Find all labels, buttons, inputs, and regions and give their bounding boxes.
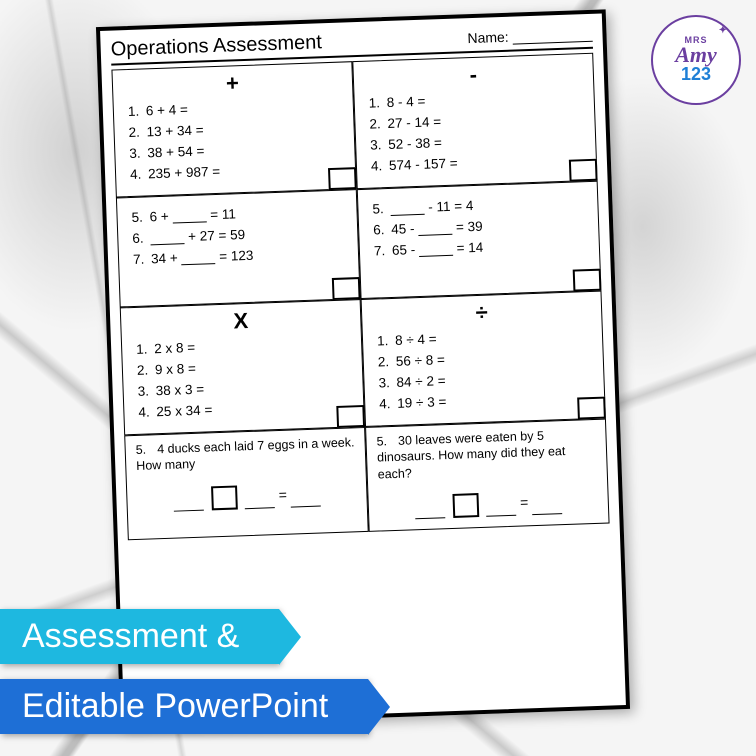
problem-item: 6. + 27 = 59 bbox=[128, 223, 347, 246]
problem-item: 1.8 - 4 = bbox=[365, 88, 584, 111]
blank-line bbox=[487, 514, 517, 516]
problem-item: 6.45 - = 39 bbox=[369, 215, 588, 238]
problem-item: 7.34 + = 123 bbox=[129, 244, 348, 267]
score-box bbox=[577, 397, 606, 420]
blank-line bbox=[173, 221, 207, 223]
problem-item: 2.27 - 14 = bbox=[365, 109, 584, 132]
blank-line bbox=[415, 517, 445, 519]
blank-line bbox=[182, 263, 216, 265]
problem-item: 1.6 + 4 = bbox=[124, 97, 343, 120]
score-box bbox=[332, 277, 361, 300]
problem-item: 4.574 - 157 = bbox=[367, 151, 586, 174]
division-problems: 1.8 ÷ 4 = 2.56 ÷ 8 = 3.84 ÷ 2 = 4.19 ÷ 3… bbox=[373, 326, 595, 412]
problem-item: 7.65 - = 14 bbox=[370, 236, 589, 259]
divide-icon: ÷ bbox=[372, 298, 592, 328]
word-problem-row: 5. 4 ducks each laid 7 eggs in a week. H… bbox=[124, 419, 609, 541]
problem-item: 2.9 x 8 = bbox=[133, 355, 352, 378]
score-box bbox=[573, 269, 602, 292]
addition-problems: 1.6 + 4 = 2.13 + 34 = 3.38 + 54 = 4.235 … bbox=[124, 97, 346, 183]
score-box bbox=[328, 167, 357, 190]
subtraction-blank-cell: 5. - 11 = 4 6.45 - = 39 7.65 - = 14 bbox=[357, 181, 602, 299]
answer-box bbox=[211, 485, 238, 510]
answer-box bbox=[452, 493, 479, 518]
word-problem-text: 4 ducks each laid 7 eggs in a week. How … bbox=[136, 435, 355, 473]
problem-grid: + 1.6 + 4 = 2.13 + 34 = 3.38 + 54 = 4.23… bbox=[111, 53, 605, 436]
problem-item: 4.25 x 34 = bbox=[134, 397, 353, 420]
problem-item: 3.84 ÷ 2 = bbox=[374, 368, 593, 391]
blank-line bbox=[173, 509, 203, 511]
answer-line: = bbox=[378, 489, 598, 521]
blank-line bbox=[245, 507, 275, 509]
blank-line bbox=[391, 214, 425, 216]
blank-line bbox=[419, 255, 453, 257]
addition-blank-problems: 5.6 + = 11 6. + 27 = 59 7.34 + = 123 bbox=[127, 202, 348, 267]
minus-icon: - bbox=[364, 60, 584, 90]
addition-cell: + 1.6 + 4 = 2.13 + 34 = 3.38 + 54 = 4.23… bbox=[111, 61, 356, 197]
problem-item: 4.235 + 987 = bbox=[126, 160, 345, 183]
banner-assessment: Assessment & bbox=[0, 609, 279, 664]
name-line bbox=[513, 41, 593, 45]
brand-logo: ✦ MRS Amy 123 bbox=[651, 15, 741, 105]
addition-blank-cell: 5.6 + = 11 6. + 27 = 59 7.34 + = 123 bbox=[116, 189, 361, 307]
problem-item: 3.38 + 54 = bbox=[125, 139, 344, 162]
problem-item: 2.56 ÷ 8 = bbox=[374, 347, 593, 370]
subtraction-problems: 1.8 - 4 = 2.27 - 14 = 3.52 - 38 = 4.574 … bbox=[365, 88, 587, 174]
name-label: Name: bbox=[467, 29, 509, 46]
problem-item: 1.2 x 8 = bbox=[132, 334, 351, 357]
problem-item: 1.8 ÷ 4 = bbox=[373, 326, 592, 349]
division-cell: ÷ 1.8 ÷ 4 = 2.56 ÷ 8 = 3.84 ÷ 2 = 4.19 ÷… bbox=[361, 291, 606, 427]
blank-line bbox=[418, 234, 452, 236]
problem-item: 3.52 - 38 = bbox=[366, 130, 585, 153]
problem-item: 5.6 + = 11 bbox=[127, 202, 346, 225]
subtraction-cell: - 1.8 - 4 = 2.27 - 14 = 3.52 - 38 = 4.57… bbox=[352, 53, 597, 189]
name-field: Name: bbox=[467, 26, 593, 46]
word-problem-text: 30 leaves were eaten by 5 dinosaurs. How… bbox=[377, 429, 566, 481]
worksheet-title: Operations Assessment bbox=[110, 31, 322, 61]
score-box bbox=[336, 405, 365, 428]
problem-item: 4.19 ÷ 3 = bbox=[375, 389, 594, 412]
blank-line bbox=[533, 513, 563, 515]
multiplication-cell: X 1.2 x 8 = 2.9 x 8 = 3.38 x 3 = 4.25 x … bbox=[120, 299, 365, 435]
banner-editable: Editable PowerPoint bbox=[0, 679, 368, 734]
word-problem-mul: 5. 4 ducks each laid 7 eggs in a week. H… bbox=[124, 427, 369, 540]
problem-number: 5. bbox=[376, 433, 395, 450]
problem-number: 5. bbox=[135, 441, 154, 458]
blank-line bbox=[291, 505, 321, 507]
plus-icon: + bbox=[123, 69, 343, 99]
problem-item: 2.13 + 34 = bbox=[124, 118, 343, 141]
blank-line bbox=[151, 243, 185, 245]
logo-num: 123 bbox=[681, 64, 711, 85]
star-icon: ✦ bbox=[719, 25, 727, 36]
score-box bbox=[569, 159, 598, 182]
logo-amy: Amy bbox=[675, 45, 717, 65]
subtraction-blank-problems: 5. - 11 = 4 6.45 - = 39 7.65 - = 14 bbox=[368, 194, 589, 259]
word-problem-div: 5. 30 leaves were eaten by 5 dinosaurs. … bbox=[365, 419, 610, 532]
problem-item: 5. - 11 = 4 bbox=[368, 194, 587, 217]
times-icon: X bbox=[131, 306, 351, 336]
multiplication-problems: 1.2 x 8 = 2.9 x 8 = 3.38 x 3 = 4.25 x 34… bbox=[132, 334, 354, 420]
problem-item: 3.38 x 3 = bbox=[133, 376, 352, 399]
answer-line: = bbox=[137, 481, 357, 513]
